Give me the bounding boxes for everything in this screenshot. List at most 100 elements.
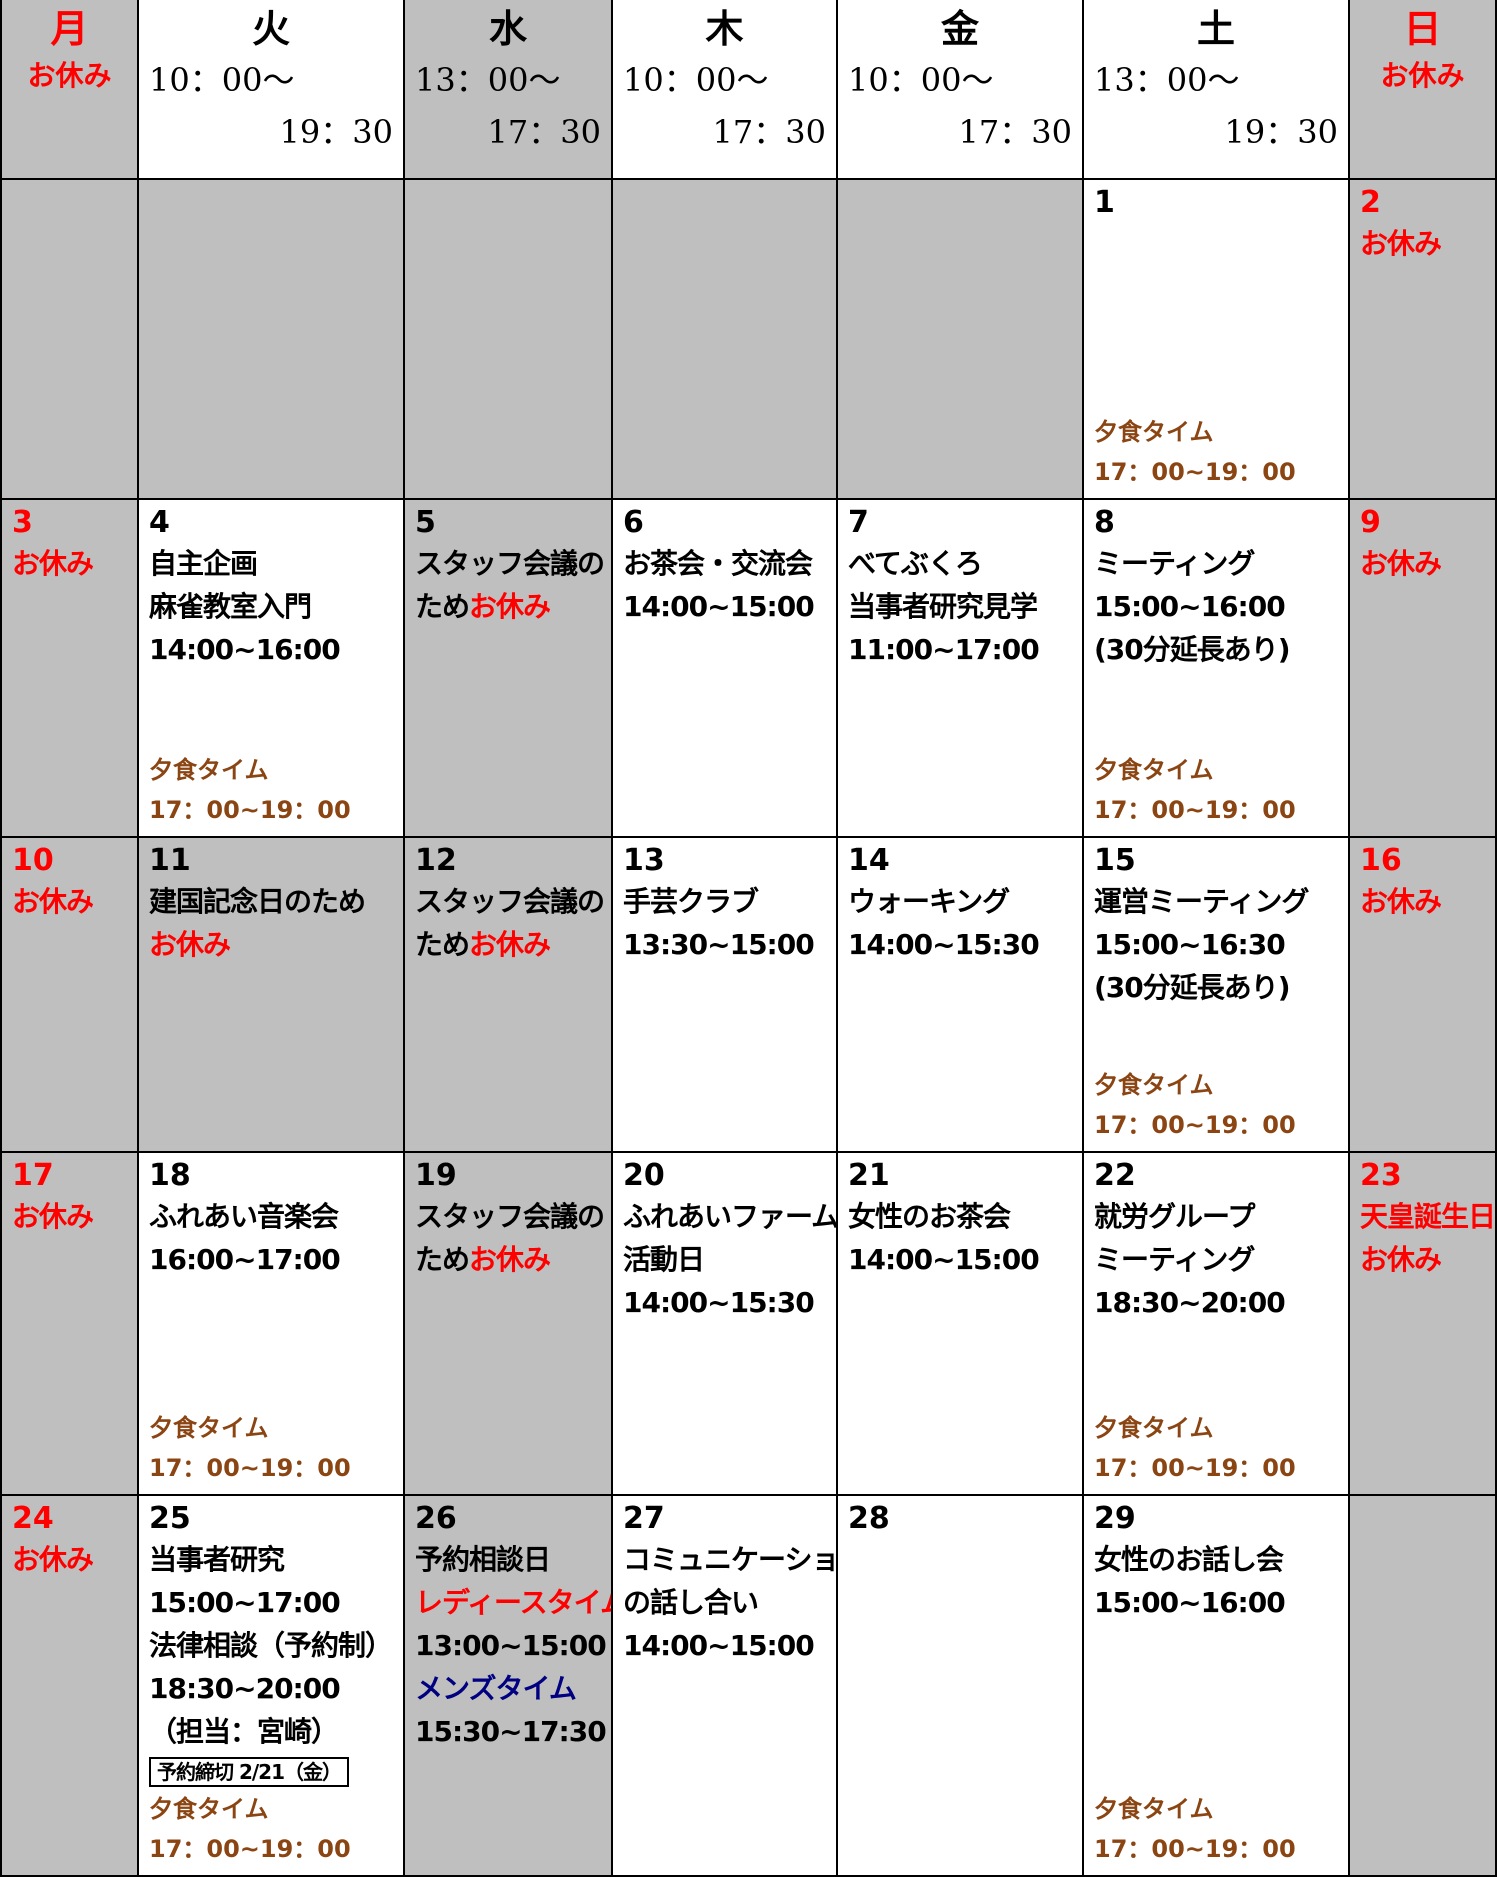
- day-name: 月: [50, 7, 89, 51]
- date: 7: [848, 505, 869, 540]
- day-cell: 14 ウォーキング 14:00~15:30: [838, 838, 1084, 1153]
- event-line: 15:00~16:30: [1094, 928, 1286, 961]
- close-time: 17：30: [487, 113, 601, 151]
- event-line: お休み: [12, 1543, 94, 1576]
- date: 9: [1360, 505, 1381, 540]
- day-cell: 29 女性のお話し会 15:00~16:00 夕食タイム 17：00~19：00: [1084, 1496, 1350, 1877]
- day-cell: 20 ふれあいファーム 活動日 14:00~15:30: [613, 1153, 838, 1496]
- event-line: 麻雀教室入門: [149, 590, 312, 623]
- open-time: 13：00～: [415, 61, 561, 99]
- date: 8: [1094, 505, 1115, 540]
- day-cell: 3 お休み: [0, 500, 139, 838]
- day-cell: 26 予約相談日 レディースタイム 13:00~15:00 メンズタイム 15:30~17…: [405, 1496, 613, 1877]
- date: 14: [848, 843, 890, 878]
- open-time: 10：00～: [149, 61, 295, 99]
- event-line: 活動日: [623, 1243, 705, 1276]
- date: 1: [1094, 185, 1115, 220]
- day-name: 木: [705, 7, 744, 51]
- event-line: （担当：宮崎）: [149, 1715, 339, 1748]
- event-line: スタッフ会議の: [415, 547, 605, 580]
- date: 3: [12, 505, 33, 540]
- event-line: ためお休み: [415, 923, 601, 966]
- day-cell: 10 お休み: [0, 838, 139, 1153]
- event-line: お茶会・交流会: [623, 547, 813, 580]
- dinner-label: 夕食タイム: [1094, 756, 1214, 784]
- event-line: ふれあいファーム: [623, 1200, 838, 1233]
- day-cell: 5 スタッフ会議の ためお休み: [405, 500, 613, 838]
- date: 28: [848, 1501, 890, 1536]
- day-note: お休み: [1380, 59, 1465, 92]
- day-name: 水: [488, 7, 527, 51]
- open-time: 10：00～: [848, 61, 994, 99]
- event-line: 16:00~17:00: [149, 1243, 341, 1276]
- date: 5: [415, 505, 436, 540]
- text: ため: [415, 928, 470, 961]
- event-line: 運営ミーティング: [1094, 885, 1309, 918]
- header-cell: 土 13：00～ 19：30: [1084, 0, 1350, 180]
- day-cell: 21 女性のお茶会 14:00~15:00: [838, 1153, 1084, 1496]
- text: ため: [415, 590, 470, 623]
- date: 23: [1360, 1158, 1402, 1193]
- dinner-label: 夕食タイム: [149, 1414, 269, 1442]
- header-cell: 水 13：00～ 17：30: [405, 0, 613, 180]
- event-line: スタッフ会議の: [415, 1200, 605, 1233]
- event-line: (30分延長あり): [1094, 633, 1291, 666]
- event-line: スタッフ会議の: [415, 885, 605, 918]
- event-line: お休み: [12, 885, 94, 918]
- day-cell: [405, 180, 613, 500]
- event-line: 14:00~15:00: [623, 590, 815, 623]
- dinner-hours: 17：00~19：00: [1094, 796, 1296, 824]
- event-line: お休み: [149, 928, 231, 961]
- date: 13: [623, 843, 665, 878]
- event-line: の話し合い: [623, 1586, 759, 1619]
- event-line: 手芸クラブ: [623, 885, 759, 918]
- day-cell: [613, 180, 838, 500]
- event-line: 15:00~16:00: [1094, 1586, 1286, 1619]
- day-note: お休み: [27, 59, 112, 92]
- header-cell: 月お休み: [0, 0, 139, 180]
- date: 18: [149, 1158, 191, 1193]
- dinner-time: 夕食タイム 17：00~19：00: [149, 1408, 351, 1488]
- dinner-time: 夕食タイム 17：00~19：00: [1094, 1789, 1296, 1869]
- event-line: 自主企画: [149, 547, 258, 580]
- dinner-time: 夕食タイム 17：00~19：00: [149, 1789, 351, 1869]
- event-line: 15:30~17:30: [415, 1715, 607, 1748]
- event-line: 14:00~15:30: [848, 928, 1040, 961]
- dinner-time: 夕食タイム 17：00~19：00: [1094, 1065, 1296, 1145]
- text: ため: [415, 1243, 470, 1276]
- day-cell: 9 お休み: [1350, 500, 1497, 838]
- date: 12: [415, 843, 457, 878]
- event-line: べてぶくろ: [848, 547, 983, 580]
- day-cell: 23 天皇誕生日 お休み: [1350, 1153, 1497, 1496]
- event-line: お休み: [1360, 1243, 1442, 1276]
- dinner-label: 夕食タイム: [1094, 1414, 1214, 1442]
- day-cell: 22 就労グループ ミーティング 18:30~20:00 夕食タイム 17：00~19：0…: [1084, 1153, 1350, 1496]
- day-cell: 28: [838, 1496, 1084, 1877]
- dinner-time: 夕食タイム 17：00~19：00: [1094, 412, 1296, 492]
- date: 16: [1360, 843, 1402, 878]
- date: 19: [415, 1158, 457, 1193]
- day-cell: 17 お休み: [0, 1153, 139, 1496]
- event-line: 就労グループ: [1094, 1200, 1255, 1233]
- event-line: ためお休み: [415, 1238, 601, 1281]
- event-line: ウォーキング: [848, 885, 1010, 918]
- event-line: 18:30~20:00: [149, 1672, 341, 1705]
- text: お休み: [469, 1243, 551, 1276]
- event-line: ミーティング: [1094, 547, 1255, 580]
- dinner-hours: 17：00~19：00: [1094, 458, 1296, 486]
- date: 21: [848, 1158, 890, 1193]
- date: 2: [1360, 185, 1381, 220]
- event-line: お休み: [1360, 547, 1442, 580]
- date: 6: [623, 505, 644, 540]
- dinner-label: 夕食タイム: [1094, 1071, 1214, 1099]
- dinner-hours: 17：00~19：00: [149, 796, 351, 824]
- event-line: 法律相談（予約制）: [149, 1629, 393, 1662]
- day-cell: 25 当事者研究 15:00~17:00 法律相談（予約制） 18:30~20:00 （担…: [139, 1496, 405, 1877]
- date: 11: [149, 843, 191, 878]
- day-cell: 6 お茶会・交流会 14:00~15:00: [613, 500, 838, 838]
- date: 10: [12, 843, 54, 878]
- day-cell: [1350, 1496, 1497, 1877]
- event-line: 13:30~15:00: [623, 928, 815, 961]
- day-cell: 8 ミーティング 15:00~16:00 (30分延長あり) 夕食タイム 17：00~19…: [1084, 500, 1350, 838]
- day-cell: [0, 180, 139, 500]
